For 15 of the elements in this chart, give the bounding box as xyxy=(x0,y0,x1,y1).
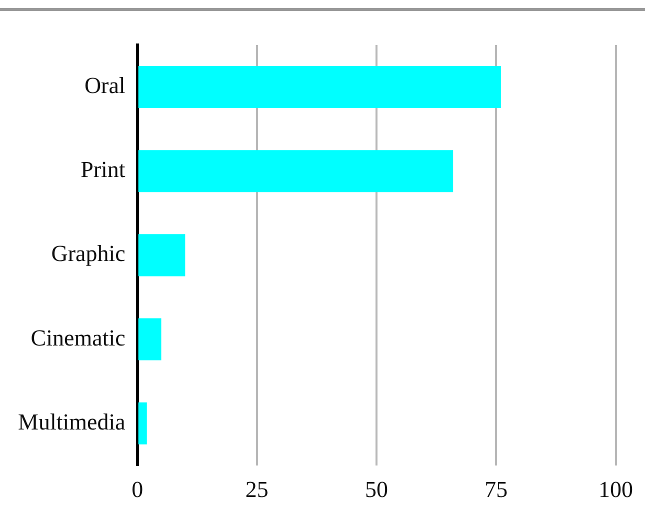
bar xyxy=(138,318,162,360)
bar xyxy=(138,66,501,108)
bar xyxy=(138,402,147,444)
bar xyxy=(138,150,454,192)
bar xyxy=(138,234,186,276)
y-tick-label: Multimedia xyxy=(18,409,126,434)
x-tick-label: 25 xyxy=(245,477,268,502)
x-tick-label: 50 xyxy=(365,477,388,502)
y-tick-label: Graphic xyxy=(51,241,126,266)
y-tick-label: Cinematic xyxy=(30,325,126,350)
y-tick-label: Print xyxy=(80,157,126,182)
x-tick-label: 75 xyxy=(484,477,508,502)
x-tick-label: 0 xyxy=(132,477,144,502)
y-tick-label: Oral xyxy=(84,73,126,98)
x-tick-label: 100 xyxy=(598,477,633,502)
